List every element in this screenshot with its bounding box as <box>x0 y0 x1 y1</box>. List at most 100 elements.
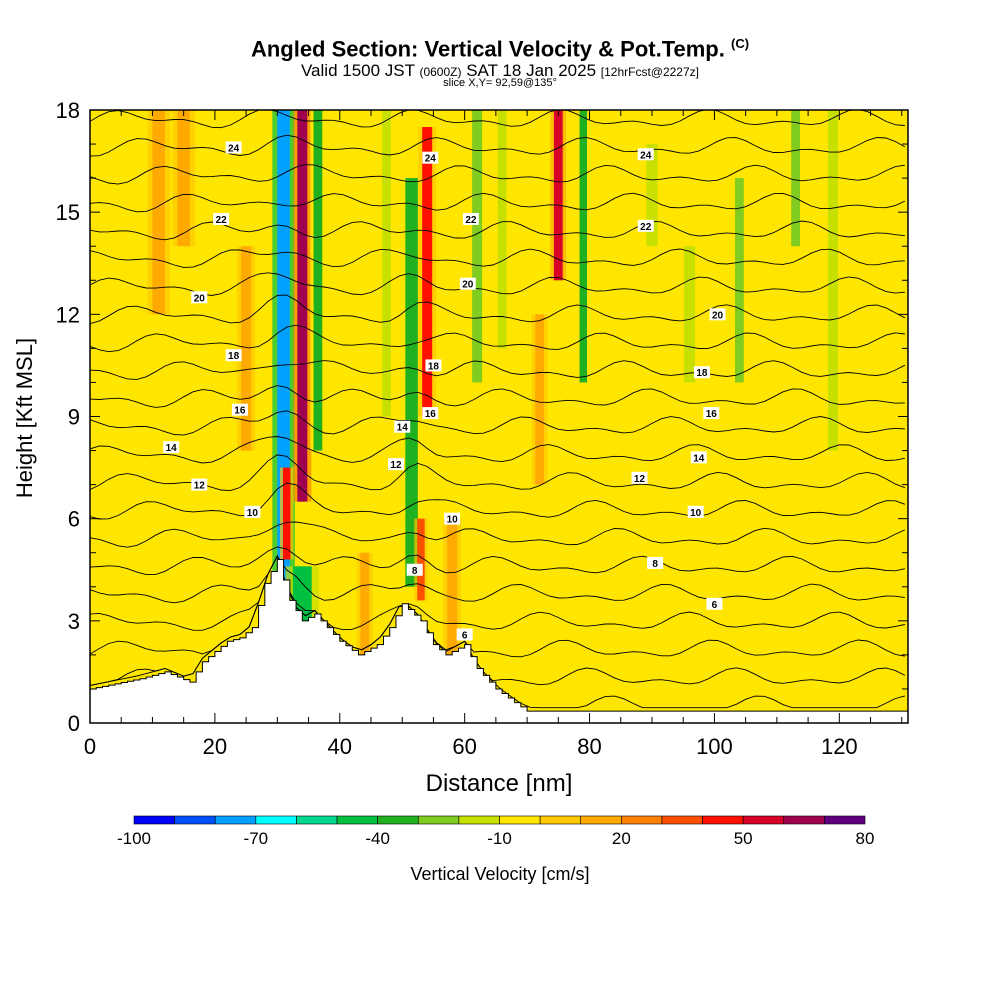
chart-subtitle: Valid 1500 JST (0600Z) SAT 18 Jan 2025 [… <box>0 61 1000 81</box>
isotherm-line <box>90 294 906 325</box>
isotherm-label: 24 <box>422 151 439 165</box>
isotherm-label: 22 <box>213 212 230 226</box>
isotherm-label: 22 <box>462 212 479 226</box>
velocity-field <box>147 110 843 655</box>
svg-text:20: 20 <box>462 280 474 291</box>
colorbar-swatch <box>742 815 785 825</box>
isotherm-label: 18 <box>693 366 710 379</box>
svg-text:14: 14 <box>166 443 178 454</box>
velocity-cell <box>447 518 458 655</box>
velocity-cell <box>646 144 658 247</box>
isotherm-label: 12 <box>387 458 404 471</box>
x-tick-label: 100 <box>696 734 733 759</box>
isotherm-label: 10 <box>444 512 461 526</box>
svg-text:22: 22 <box>216 215 228 226</box>
colorbar-swatch <box>214 815 257 825</box>
y-tick-label: 3 <box>68 609 80 634</box>
svg-text:24: 24 <box>640 150 652 161</box>
svg-text:20: 20 <box>194 293 206 304</box>
isotherm-line <box>90 482 906 520</box>
isotherm-label: 24 <box>225 141 242 154</box>
x-tick-label: 40 <box>328 734 352 759</box>
svg-text:12: 12 <box>390 460 402 471</box>
isotherm-line <box>90 436 905 464</box>
svg-text:16: 16 <box>234 406 246 417</box>
velocity-cell <box>417 518 425 601</box>
velocity-cell <box>683 246 696 383</box>
isotherm-line <box>90 272 905 296</box>
velocity-cell <box>282 467 291 560</box>
isotherm-line <box>90 385 905 408</box>
svg-text:14: 14 <box>693 453 705 464</box>
svg-text:22: 22 <box>465 215 477 226</box>
x-axis-label: Distance [nm] <box>426 770 573 797</box>
colorbar-swatch <box>539 815 582 825</box>
isotherm-line <box>90 360 906 380</box>
isotherm-label: 16 <box>703 407 720 420</box>
y-tick-label: 15 <box>56 200 80 225</box>
svg-text:16: 16 <box>425 409 437 420</box>
isotherm-label: 16 <box>231 403 248 417</box>
x-tick-label: 20 <box>203 734 227 759</box>
valid-time: Valid 1500 JST <box>300 61 415 80</box>
isotherm-label: 16 <box>422 407 439 420</box>
isotherm-label: 12 <box>631 471 648 485</box>
valid-date: SAT 18 Jan 2025 <box>466 61 597 80</box>
svg-text:8: 8 <box>412 566 418 577</box>
svg-text:12: 12 <box>634 474 646 485</box>
isotherm-label: 22 <box>637 219 654 233</box>
velocity-cell <box>152 110 165 315</box>
colorbar-swatch <box>377 815 419 825</box>
isotherm-label: 8 <box>647 556 664 570</box>
x-tick-label: 60 <box>452 734 476 759</box>
colorbar-swatch <box>702 815 744 825</box>
zulu-time: (0600Z) <box>419 65 462 79</box>
isotherm-line <box>90 555 905 604</box>
velocity-cell <box>553 110 563 281</box>
colorbar-tick-label: -10 <box>487 829 512 848</box>
slice-label: slice X,Y= 92,59@135° <box>443 77 557 89</box>
svg-text:24: 24 <box>425 154 437 165</box>
isotherm-line <box>90 554 905 631</box>
svg-text:18: 18 <box>428 361 440 372</box>
y-tick-label: 6 <box>68 507 80 532</box>
x-tick-label: 120 <box>821 734 858 759</box>
isotherm-label: 6 <box>456 628 473 641</box>
colorbar-swatch <box>336 815 378 825</box>
svg-text:18: 18 <box>696 368 708 379</box>
y-tick-label: 18 <box>56 98 80 123</box>
isotherm-label: 6 <box>706 597 723 611</box>
velocity-cell <box>535 314 544 485</box>
svg-text:10: 10 <box>690 508 702 519</box>
colorbar-swatch <box>580 815 622 825</box>
isotherm-line <box>90 192 906 213</box>
velocity-cell <box>382 110 391 417</box>
isotherm-label: 18 <box>425 359 442 372</box>
isotherm-labels: 24 22 20 18 16 14 12 10 24 22 20 18 16 14 12 10 8 6 24 22 20… <box>163 141 726 641</box>
svg-text:8: 8 <box>652 559 658 570</box>
velocity-cell <box>241 246 252 451</box>
velocity-cell <box>360 552 370 655</box>
isotherm-label: 14 <box>690 451 707 464</box>
y-tick-label: 12 <box>56 302 80 327</box>
isotherm-line <box>90 164 905 185</box>
isotherm-label: 20 <box>459 277 476 291</box>
svg-text:22: 22 <box>640 222 652 233</box>
velocity-cell <box>497 110 507 349</box>
isotherm-line <box>90 248 905 268</box>
colorbar-swatch <box>499 815 541 825</box>
velocity-cell <box>735 178 744 383</box>
terrain-profile <box>90 559 908 723</box>
isotherm-label: 12 <box>191 478 208 492</box>
isotherm-label: 14 <box>394 420 411 434</box>
svg-text:16: 16 <box>706 409 718 420</box>
svg-text:20: 20 <box>712 310 724 321</box>
isotherm-line <box>90 554 905 658</box>
svg-text:10: 10 <box>447 515 459 526</box>
colorbar-swatch <box>133 815 175 825</box>
isotherm-lines <box>90 110 906 709</box>
velocity-cell <box>579 110 588 383</box>
isotherm-line <box>90 546 905 576</box>
isotherm-label: 24 <box>637 148 654 161</box>
isotherm-line <box>90 454 906 492</box>
